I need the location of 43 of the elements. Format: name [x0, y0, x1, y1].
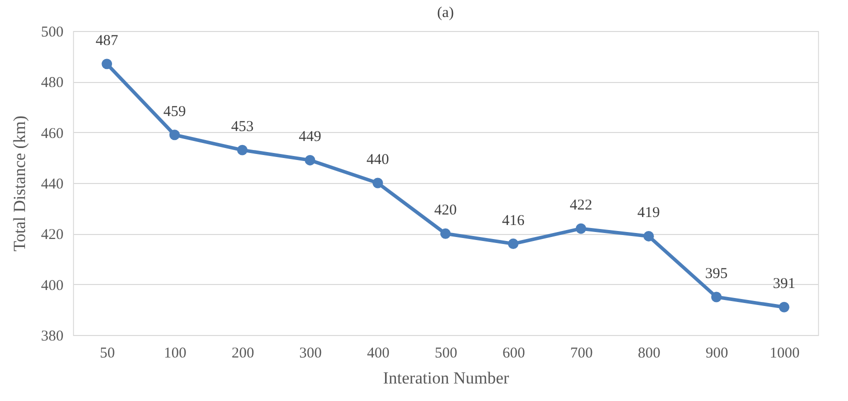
x-tick-label: 400 — [367, 346, 390, 362]
x-tick-label: 700 — [570, 346, 593, 362]
x-tick-label: 300 — [299, 346, 322, 362]
point — [304, 154, 316, 166]
y-tick-label: 460 — [41, 126, 64, 142]
x-tick-label: 900 — [706, 346, 728, 362]
chart-title: (a) — [437, 5, 454, 21]
x-tick-label: 500 — [434, 346, 458, 362]
x-axis-title: Interation Number — [382, 368, 510, 388]
data-label: 391 — [772, 276, 796, 292]
data-label: 419 — [637, 205, 660, 222]
y-tick-label: 420 — [41, 227, 64, 244]
y-tick-label: 440 — [41, 176, 64, 192]
x-tick-label: 800 — [638, 346, 660, 362]
y-tick-label: 380 — [41, 328, 64, 344]
data-label: 420 — [434, 202, 457, 219]
point — [169, 130, 180, 140]
point — [643, 230, 654, 242]
data-label: 459 — [163, 104, 186, 120]
x-tick-label: 600 — [502, 346, 525, 362]
data-label: 416 — [502, 212, 525, 229]
point — [508, 238, 518, 250]
data-label: 449 — [298, 129, 322, 146]
point — [576, 223, 586, 234]
data-label: 487 — [96, 32, 119, 49]
y-tick-label: 480 — [41, 75, 64, 92]
point — [237, 144, 248, 156]
data-label: 453 — [231, 119, 254, 136]
point — [440, 228, 451, 239]
x-tick-label: 50 — [100, 346, 115, 362]
point — [711, 292, 722, 302]
point — [778, 302, 790, 312]
y-tick-label: 500 — [41, 24, 64, 40]
point — [102, 58, 112, 70]
data-label: 395 — [705, 266, 728, 282]
point — [372, 178, 384, 188]
y-tick-label: 400 — [41, 278, 64, 294]
data-label: 440 — [366, 152, 390, 168]
x-tick-label: 100 — [164, 346, 186, 362]
x-tick-label: 200 — [232, 346, 254, 362]
data-label: 422 — [570, 198, 592, 214]
x-tick-label: 1000 — [770, 346, 800, 362]
y-axis-title: Total Distance (km) — [10, 116, 29, 252]
